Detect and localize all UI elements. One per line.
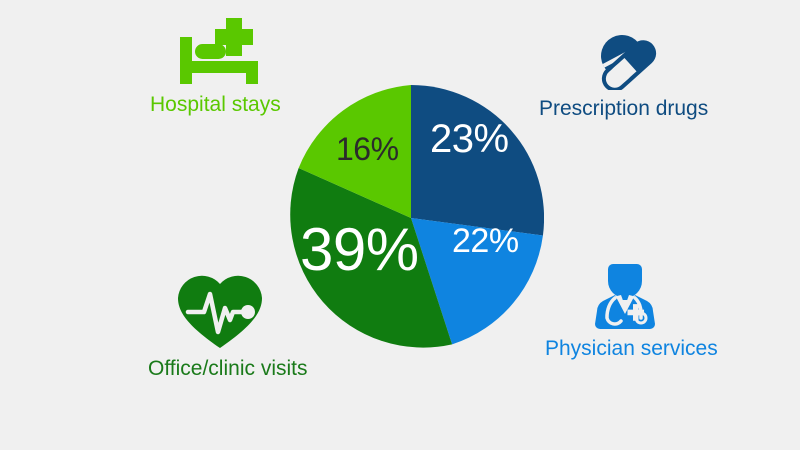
- pie-value-label-hospital-stays: 16%: [336, 131, 399, 167]
- pie-slice-hospital-stays[interactable]: [298, 85, 411, 218]
- doctor-icon: [595, 264, 655, 329]
- pie-value-label-office-clinic-visits: 39%: [300, 216, 419, 283]
- category-hospital-stays[interactable]: Hospital stays: [150, 18, 281, 115]
- pills-icon: [601, 35, 657, 90]
- category-label-hospital-stays: Hospital stays: [150, 93, 281, 116]
- category-label-prescription-drugs: Prescription drugs: [539, 97, 709, 120]
- pie-value-label-prescription-drugs: 23%: [430, 117, 509, 161]
- category-prescription-drugs[interactable]: Prescription drugs: [539, 24, 708, 119]
- category-label-office-clinic-visits: Office/clinic visits: [148, 357, 308, 380]
- category-office-clinic-visits[interactable]: Office/clinic visits: [148, 272, 307, 379]
- heart-pulse-icon: [178, 275, 262, 348]
- pie-slice-physician-services[interactable]: [411, 218, 543, 345]
- pie-slice-prescription-drugs[interactable]: [411, 85, 544, 236]
- pie-chart-svg: [290, 85, 544, 348]
- pie-slice-office-clinic-visits[interactable]: [290, 167, 453, 348]
- hospital-bed-icon: [180, 18, 258, 84]
- category-physician-services[interactable]: Physician services: [545, 262, 718, 359]
- pie-chart: [278, 85, 544, 351]
- category-label-physician-services: Physician services: [545, 337, 718, 360]
- pie-value-label-physician-services: 22%: [452, 222, 519, 260]
